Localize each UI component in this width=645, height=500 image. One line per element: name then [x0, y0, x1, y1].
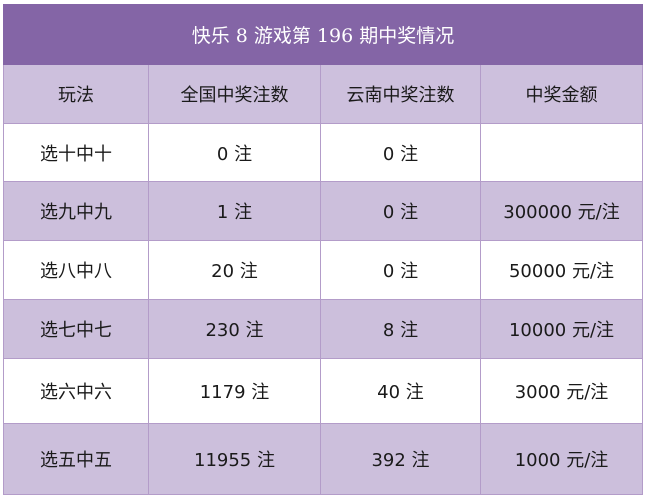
header-row: 玩法 全国中奖注数 云南中奖注数 中奖金额: [3, 64, 644, 124]
play-cell: 选七中七: [3, 299, 149, 359]
prize-amount-cell: [479, 123, 644, 182]
national-count-cell: 11955 注: [148, 423, 321, 495]
prize-amount-cell: 10000 元/注: [479, 299, 644, 359]
yunnan-count-cell: 8 注: [320, 299, 481, 359]
national-count-cell: 1179 注: [148, 358, 321, 424]
national-count-cell: 230 注: [148, 299, 321, 359]
yunnan-count-cell: 0 注: [320, 123, 481, 182]
national-count-cell: 1 注: [148, 181, 321, 241]
yunnan-count-cell: 40 注: [320, 358, 481, 424]
prize-table-container: 快乐 8 游戏第 196 期中奖情况 玩法 全国中奖注数 云南中奖注数 中奖金额…: [2, 4, 644, 495]
table-row: 选九中九 1 注 0 注 300000 元/注: [3, 181, 644, 241]
prize-table: 快乐 8 游戏第 196 期中奖情况 玩法 全国中奖注数 云南中奖注数 中奖金额…: [2, 4, 644, 495]
title-row: 快乐 8 游戏第 196 期中奖情况: [2, 4, 644, 65]
column-header-prize-amount: 中奖金额: [479, 64, 644, 124]
table-row: 选六中六 1179 注 40 注 3000 元/注: [3, 358, 644, 424]
table-row: 选十中十 0 注 0 注: [3, 123, 644, 182]
play-cell: 选十中十: [3, 123, 149, 182]
yunnan-count-cell: 392 注: [320, 423, 481, 495]
table-row: 选五中五 11955 注 392 注 1000 元/注: [3, 423, 644, 495]
prize-amount-cell: 3000 元/注: [479, 358, 644, 424]
play-cell: 选九中九: [3, 181, 149, 241]
table-row: 选八中八 20 注 0 注 50000 元/注: [3, 240, 644, 300]
national-count-cell: 20 注: [148, 240, 321, 300]
table-row: 选七中七 230 注 8 注 10000 元/注: [3, 299, 644, 359]
yunnan-count-cell: 0 注: [320, 240, 481, 300]
play-cell: 选五中五: [3, 423, 149, 495]
prize-amount-cell: 1000 元/注: [479, 423, 644, 495]
column-header-play: 玩法: [3, 64, 149, 124]
play-cell: 选八中八: [3, 240, 149, 300]
table-title: 快乐 8 游戏第 196 期中奖情况: [2, 4, 644, 65]
play-cell: 选六中六: [3, 358, 149, 424]
yunnan-count-cell: 0 注: [320, 181, 481, 241]
column-header-yunnan-count: 云南中奖注数: [320, 64, 481, 124]
national-count-cell: 0 注: [148, 123, 321, 182]
prize-amount-cell: 300000 元/注: [479, 181, 644, 241]
prize-amount-cell: 50000 元/注: [479, 240, 644, 300]
column-header-national-count: 全国中奖注数: [148, 64, 321, 124]
